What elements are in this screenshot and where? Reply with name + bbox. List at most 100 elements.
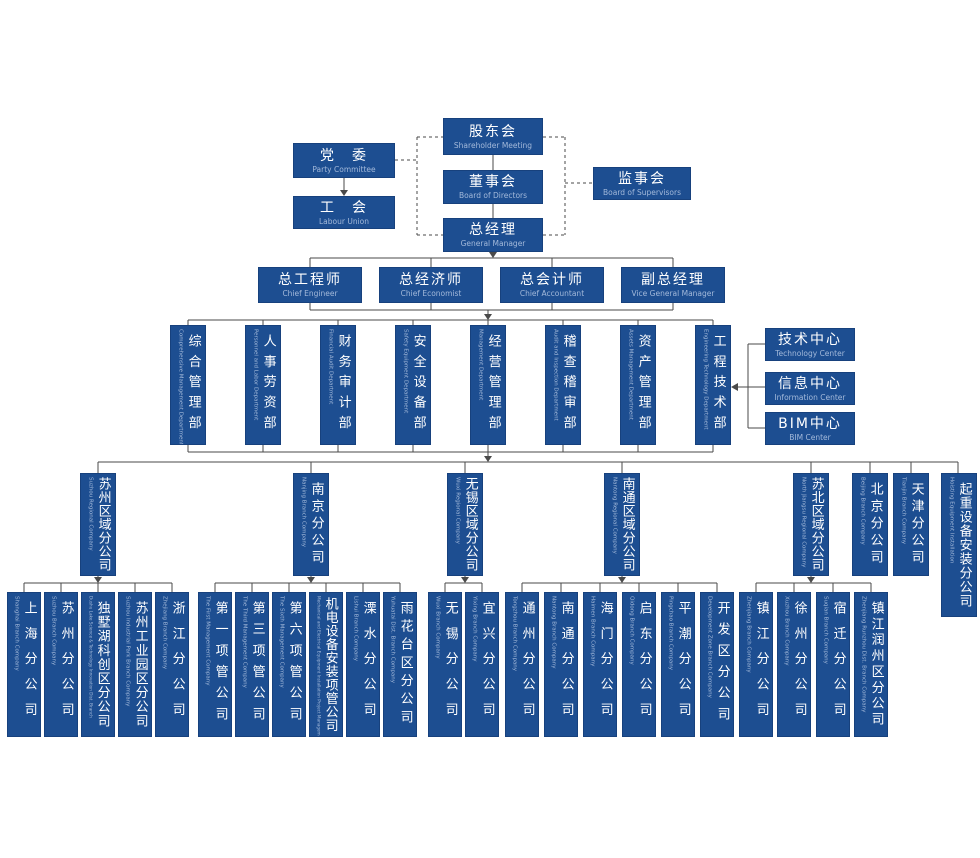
label-en: Management Department [477,329,484,401]
label-en: Chief Engineer [282,289,338,299]
label-zh: 天津分公司 [908,482,924,567]
label-zh: 机电设备安装项管公司 [322,597,338,732]
label-en: Nantong Regional Company [611,477,618,554]
node-shareholder-meeting: 股东会 Shareholder Meeting [443,118,543,155]
label-zh: 苏州区域分公司 [95,477,111,572]
label-zh: 南通区域分公司 [619,477,635,572]
label-en: Financial Audit Department [327,329,334,405]
node-region-hoisting-equipment: Hoisting Equipment Installation 起重设备安装分公司 [941,473,977,617]
label-en: The Sixth Management Company [278,596,285,688]
label-en: Audit and Inspection Department [552,329,559,421]
label-zh: 徐州分公司 [791,601,807,728]
node-region-north-jiangsu: North Jiangsu Regional Company 苏北区域分公司 [793,473,829,576]
label-en: Suqian Branch Company [822,596,829,664]
label-zh: 党 委 [320,147,368,164]
node-dept-personnel-labor: Personnel and Labor Department 人事劳资部 [245,325,281,445]
label-zh: 起重设备安装分公司 [956,482,972,608]
label-zh: 经营管理部 [485,334,501,436]
label-en: Party Committee [312,164,376,174]
label-en: Board of Directors [458,191,528,201]
node-dept-engineering-technology: Engineering Technology Department 工程技术部 [695,325,731,445]
label-zh: 工 会 [320,199,368,216]
label-en: Tianjin Branch Company [900,477,907,545]
node-dept-audit-inspection: Audit and Inspection Department 稽查稽审部 [545,325,581,445]
node-branch-zhenjiang-runzhou: Zhenjiang Runzhou Dist. Branch Company 镇江… [854,592,888,737]
label-en: Personnel and Labor Department [252,329,259,421]
label-zh: 第一项管公司 [212,601,228,728]
label-en: Hoisting Equipment Installation [948,477,955,564]
label-en: Qidong Branch Company [628,596,635,665]
label-zh: 稽查稽审部 [560,334,576,436]
node-branch-pingchao: Pingchao Branch Company 平潮分公司 [661,592,695,737]
node-dept-comprehensive-management: Comprehensive Management Department 综合管理部 [170,325,206,445]
node-bim-center: BIM中心 BIM Center [765,412,855,445]
label-zh: 安全设备部 [410,334,426,436]
label-en: Wuxi Branch Company [434,596,441,659]
node-labour-union: 工 会 Labour Union [293,196,395,229]
label-zh: 人事劳资部 [260,334,276,436]
node-branch-yixing: Yixing Branch Company 宜兴分公司 [465,592,499,737]
label-en: Labour Union [318,216,369,226]
node-branch-zhejiang: Zhejiang Branch Company 浙江分公司 [155,592,189,737]
label-zh: BIM中心 [778,415,842,432]
label-zh: 溧水分公司 [360,601,376,728]
label-en: The First Management Company [204,596,211,686]
label-en: Safety Equipment Department [402,329,409,414]
label-zh: 无锡分公司 [442,601,458,728]
label-en: Zhenjiang Branch Company [745,596,752,673]
label-zh: 开发区分公司 [714,601,730,728]
label-zh: 资产管理部 [635,334,651,436]
node-chief-economist: 总经济师 Chief Economist [379,267,483,303]
label-en: Yixing Branch Company [471,596,478,662]
label-zh: 南京分公司 [308,482,324,567]
label-zh: 镇江分公司 [753,601,769,728]
node-branch-haimen: Haimen Branch Company 海门分公司 [583,592,617,737]
label-zh: 第六项管公司 [286,601,302,728]
label-zh: 苏州工业园区分公司 [132,601,148,728]
label-en: Zhejiang Branch Company [161,596,168,670]
node-region-wuxi: Wuxi Regional Company 无锡区域分公司 [447,473,483,576]
node-branch-sixth-management: The Sixth Management Company 第六项管公司 [272,592,306,737]
label-en: Shanghai Branch Company [13,596,20,671]
label-en: North Jiangsu Regional Company [800,477,807,568]
label-zh: 综合管理部 [185,334,201,436]
label-zh: 监事会 [618,170,666,187]
label-en: Board of Supervisors [602,187,682,197]
label-zh: 工程技术部 [710,334,726,436]
node-board-of-directors: 董事会 Board of Directors [443,170,543,204]
label-en: Technology Center [775,348,845,358]
node-branch-shanghai: Shanghai Branch Company 上海分公司 [7,592,41,737]
label-zh: 第三项管公司 [249,601,265,728]
label-en: Pingchao Branch Company [667,596,674,671]
label-en: Chief Accountant [519,289,585,299]
label-zh: 启东分公司 [636,601,652,728]
node-technology-center: 技术中心 Technology Center [765,328,855,361]
label-zh: 上海分公司 [21,601,37,728]
node-branch-suqian: Suqian Branch Company 宿迁分公司 [816,592,850,737]
label-zh: 宜兴分公司 [479,601,495,728]
label-en: BIM Center [789,432,831,442]
node-branch-suzhou-industrial-park: Suzhou Industrial Park Branch Company 苏州工… [118,592,152,737]
label-en: Shareholder Meeting [453,140,533,150]
label-zh: 总会计师 [520,272,584,289]
node-branch-suzhou: Suzhou Branch Company 苏州分公司 [44,592,78,737]
node-branch-third-management: The Third Management Company 第三项管公司 [235,592,269,737]
label-zh: 北京分公司 [867,482,883,567]
label-zh: 通州分公司 [519,601,535,728]
label-zh: 雨花台区分公司 [397,601,413,728]
node-dept-financial-audit: Financial Audit Department 财务审计部 [320,325,356,445]
label-zh: 总工程师 [278,272,342,289]
label-en: Lishui Branch Company [352,596,359,662]
node-branch-mech-electrical-installation: Mechanical and Electrical Equipment Inst… [309,592,343,737]
node-dept-management: Management Department 经营管理部 [470,325,506,445]
node-board-of-supervisors: 监事会 Board of Supervisors [593,167,691,200]
label-en: Dushu Lake Science & Technology Innovati… [88,596,94,718]
label-zh: 浙江分公司 [169,601,185,728]
node-region-beijing: Beijing Branch Company 北京分公司 [852,473,888,576]
label-zh: 信息中心 [778,375,842,392]
node-dept-safety-equipment: Safety Equipment Department 安全设备部 [395,325,431,445]
node-branch-lishui: Lishui Branch Company 溧水分公司 [346,592,380,737]
node-branch-wuxi: Wuxi Branch Company 无锡分公司 [428,592,462,737]
